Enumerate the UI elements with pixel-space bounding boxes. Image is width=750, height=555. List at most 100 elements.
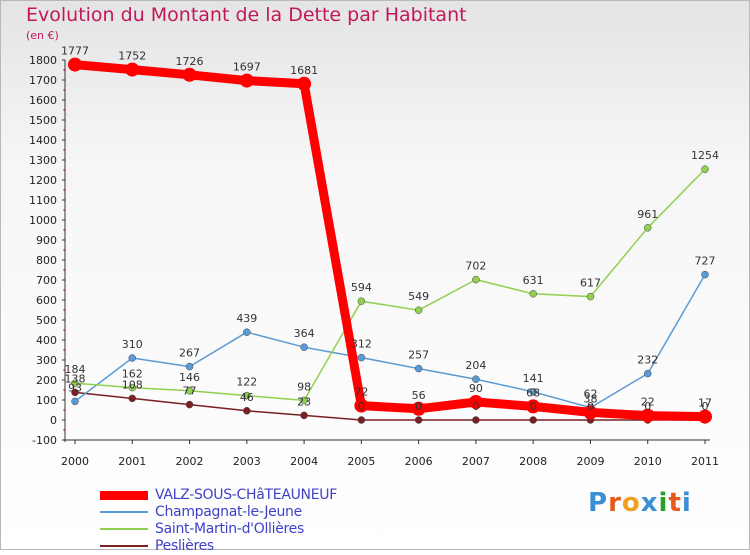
- legend-swatch-1: [100, 511, 148, 513]
- data-label-0-11: 17: [698, 397, 712, 410]
- series-3: [71, 388, 709, 424]
- point-2-11: [701, 165, 709, 173]
- data-label-3-5: 0: [358, 400, 365, 413]
- point-2-6: [414, 306, 423, 314]
- point-1-8: [529, 388, 537, 396]
- data-label-1-4: 364: [294, 327, 315, 340]
- y-minor-tick-5: [63, 329, 65, 331]
- data-label-2-10: 961: [637, 208, 658, 221]
- data-label-1-7: 204: [465, 359, 486, 372]
- legend-swatch-0: [100, 490, 148, 500]
- data-label-2-4: 98: [297, 380, 311, 393]
- logo-letter-0: P: [588, 488, 609, 518]
- y-tick-label-13: 1200: [29, 174, 57, 187]
- point-0-9: [583, 405, 598, 420]
- y-minor-tick-13: [63, 169, 65, 171]
- y-tick-label-4: 300: [36, 354, 57, 367]
- y-minor-tick-15: [63, 129, 65, 131]
- point-3-2: [185, 400, 194, 409]
- x-tick-label-3: 2003: [233, 455, 261, 468]
- series-0: [68, 57, 712, 424]
- point-1-3: [243, 328, 251, 336]
- data-label-3-0: 138: [65, 372, 86, 385]
- data-label-1-5: 312: [351, 338, 372, 351]
- point-1-5: [357, 353, 366, 362]
- data-label-0-9: 38: [583, 392, 597, 405]
- y-minor-tick-14: [63, 149, 65, 151]
- point-0-7: [468, 395, 483, 409]
- data-label-0-10: 22: [641, 396, 655, 409]
- point-2-5: [357, 297, 366, 305]
- data-label-0-7: 90: [469, 382, 483, 395]
- y-tick-label-11: 1000: [29, 214, 57, 227]
- point-0-3: [239, 73, 254, 88]
- data-label-3-4: 23: [297, 395, 311, 408]
- y-tick-label-6: 500: [36, 314, 57, 327]
- data-label-2-2: 146: [179, 371, 200, 384]
- y-minor-tick-1: [63, 409, 65, 411]
- legend-label-2: Saint-Martin-d'Ollières: [155, 521, 304, 537]
- point-2-9: [586, 292, 595, 301]
- y-tick-label-16: 1500: [29, 114, 57, 127]
- x-tick-label-0: 2000: [61, 455, 89, 468]
- x-tick-label-2: 2002: [176, 455, 204, 468]
- y-minor-tick-11: [63, 209, 65, 211]
- legend-swatch-2: [100, 528, 148, 530]
- axes: -100010020030040050060070080090010001100…: [29, 54, 719, 468]
- point-1-11: [701, 270, 709, 279]
- point-3-3: [243, 407, 251, 415]
- data-label-3-7: 0: [472, 400, 479, 413]
- data-label-3-9: 0: [587, 400, 594, 413]
- point-0-4: [297, 76, 312, 91]
- point-3-5: [357, 416, 366, 424]
- point-0-10: [640, 408, 655, 423]
- x-tick-label-7: 2007: [462, 455, 490, 468]
- point-0-5: [354, 398, 369, 413]
- point-2-0: [71, 379, 79, 387]
- point-0-11: [698, 409, 712, 424]
- data-label-2-7: 702: [465, 260, 486, 273]
- point-0-6: [411, 401, 426, 416]
- y-tick-label-7: 600: [36, 294, 57, 307]
- y-minor-tick-10: [63, 229, 65, 231]
- data-label-2-3: 122: [236, 376, 257, 389]
- legend-label-3: Peslières: [155, 538, 214, 554]
- data-label-2-8: 631: [523, 274, 544, 287]
- point-1-10: [643, 369, 652, 378]
- series-1: [71, 270, 709, 412]
- series-line-1: [74, 273, 706, 409]
- data-label-3-2: 77: [183, 385, 197, 398]
- y-tick-label-3: 200: [36, 374, 57, 387]
- data-label-2-9: 617: [580, 277, 601, 290]
- point-2-7: [472, 275, 480, 284]
- x-tick-label-8: 2008: [519, 455, 547, 468]
- point-0-8: [526, 399, 541, 414]
- data-label-0-1: 1752: [118, 50, 146, 63]
- x-tick-label-10: 2010: [634, 455, 662, 468]
- point-3-7: [472, 416, 480, 424]
- point-1-6: [414, 364, 423, 373]
- data-label-3-10: 0: [644, 400, 651, 413]
- data-label-2-6: 549: [408, 290, 429, 303]
- x-tick-label-5: 2005: [347, 455, 375, 468]
- data-label-1-10: 232: [637, 354, 658, 367]
- data-label-3-6: 0: [415, 400, 422, 413]
- series-line-3: [74, 391, 706, 421]
- point-1-2: [185, 362, 194, 371]
- data-label-0-5: 72: [354, 386, 368, 399]
- y-minor-tick-4: [63, 349, 65, 351]
- point-2-2: [185, 387, 194, 395]
- point-1-1: [128, 354, 137, 362]
- point-2-10: [643, 224, 652, 232]
- data-label-1-11: 727: [695, 255, 716, 268]
- x-tick-label-9: 2009: [576, 455, 604, 468]
- proxiti-logo: Proxiti: [588, 488, 692, 518]
- y-minor-tick-7: [63, 289, 65, 291]
- point-0-2: [182, 67, 197, 82]
- y-tick-label-15: 1400: [29, 134, 57, 147]
- point-1-4: [300, 343, 308, 351]
- y-tick-label-14: 1300: [29, 154, 57, 167]
- legend-label-1: Champagnat-le-Jeune: [155, 504, 302, 520]
- y-minor-tick-6: [63, 309, 65, 311]
